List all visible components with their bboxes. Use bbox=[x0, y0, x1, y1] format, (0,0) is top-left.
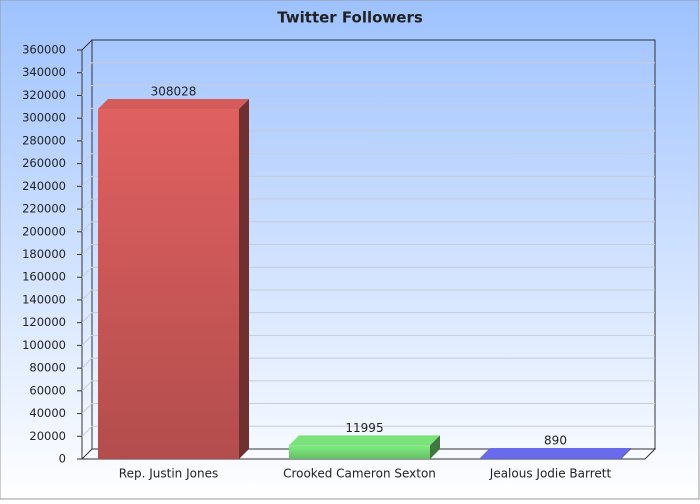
grid-line bbox=[81, 84, 655, 96]
y-tick-label: 140000 bbox=[22, 292, 66, 306]
grid-line bbox=[81, 289, 655, 301]
grid-line bbox=[81, 62, 655, 74]
y-tick-label: 20000 bbox=[29, 429, 66, 443]
y-tick-label: 100000 bbox=[22, 338, 66, 352]
x-tick-label: Jealous Jodie Barrett bbox=[489, 467, 612, 481]
grid-line bbox=[81, 153, 655, 164]
y-tick-label: 200000 bbox=[22, 224, 66, 238]
y-tick-label: 0 bbox=[59, 452, 66, 466]
y-tick-label: 220000 bbox=[22, 202, 66, 216]
bar bbox=[98, 109, 239, 460]
grid-line bbox=[81, 425, 655, 437]
y-tick-label: 320000 bbox=[22, 88, 66, 102]
x-tick-label: Rep. Justin Jones bbox=[119, 467, 218, 481]
bar bbox=[480, 457, 621, 459]
grid-line bbox=[81, 175, 655, 187]
grid-line bbox=[81, 221, 655, 233]
grid-line bbox=[81, 266, 655, 278]
wall-edge bbox=[81, 39, 93, 51]
grid-line bbox=[81, 130, 655, 142]
grid-line bbox=[81, 403, 655, 414]
y-tick-label: 360000 bbox=[22, 43, 66, 57]
bar bbox=[289, 445, 430, 459]
y-tick-label: 40000 bbox=[29, 406, 66, 420]
chart-title: Twitter Followers bbox=[277, 9, 423, 27]
bar-side bbox=[239, 99, 249, 460]
y-tick-label: 160000 bbox=[22, 270, 66, 284]
grid-line bbox=[81, 334, 655, 346]
bar-top bbox=[480, 447, 631, 458]
bar-side bbox=[430, 435, 440, 459]
y-tick-label: 340000 bbox=[22, 65, 66, 79]
bar-top bbox=[289, 435, 440, 446]
x-tick-label: Crooked Cameron Sexton bbox=[283, 467, 436, 481]
y-tick-label: 120000 bbox=[22, 315, 66, 329]
grid-line bbox=[81, 107, 655, 119]
value-label: 11995 bbox=[345, 421, 383, 435]
y-tick-label: 240000 bbox=[22, 179, 66, 193]
y-tick-label: 260000 bbox=[22, 156, 66, 170]
bar-side bbox=[621, 447, 631, 459]
y-tick-label: 280000 bbox=[22, 133, 66, 147]
y-tick-label: 80000 bbox=[29, 361, 66, 375]
grid-line bbox=[81, 198, 655, 210]
y-tick-label: 180000 bbox=[22, 247, 66, 261]
value-label: 308028 bbox=[151, 85, 197, 99]
grid-line bbox=[81, 357, 655, 369]
y-tick-label: 300000 bbox=[22, 111, 66, 125]
value-label: 890 bbox=[544, 433, 567, 447]
y-tick-label: 60000 bbox=[29, 383, 66, 397]
grid-line bbox=[81, 380, 655, 392]
grid-line bbox=[81, 312, 655, 324]
floor bbox=[80, 448, 657, 460]
bar-top bbox=[98, 99, 249, 110]
grid-line bbox=[81, 244, 655, 255]
